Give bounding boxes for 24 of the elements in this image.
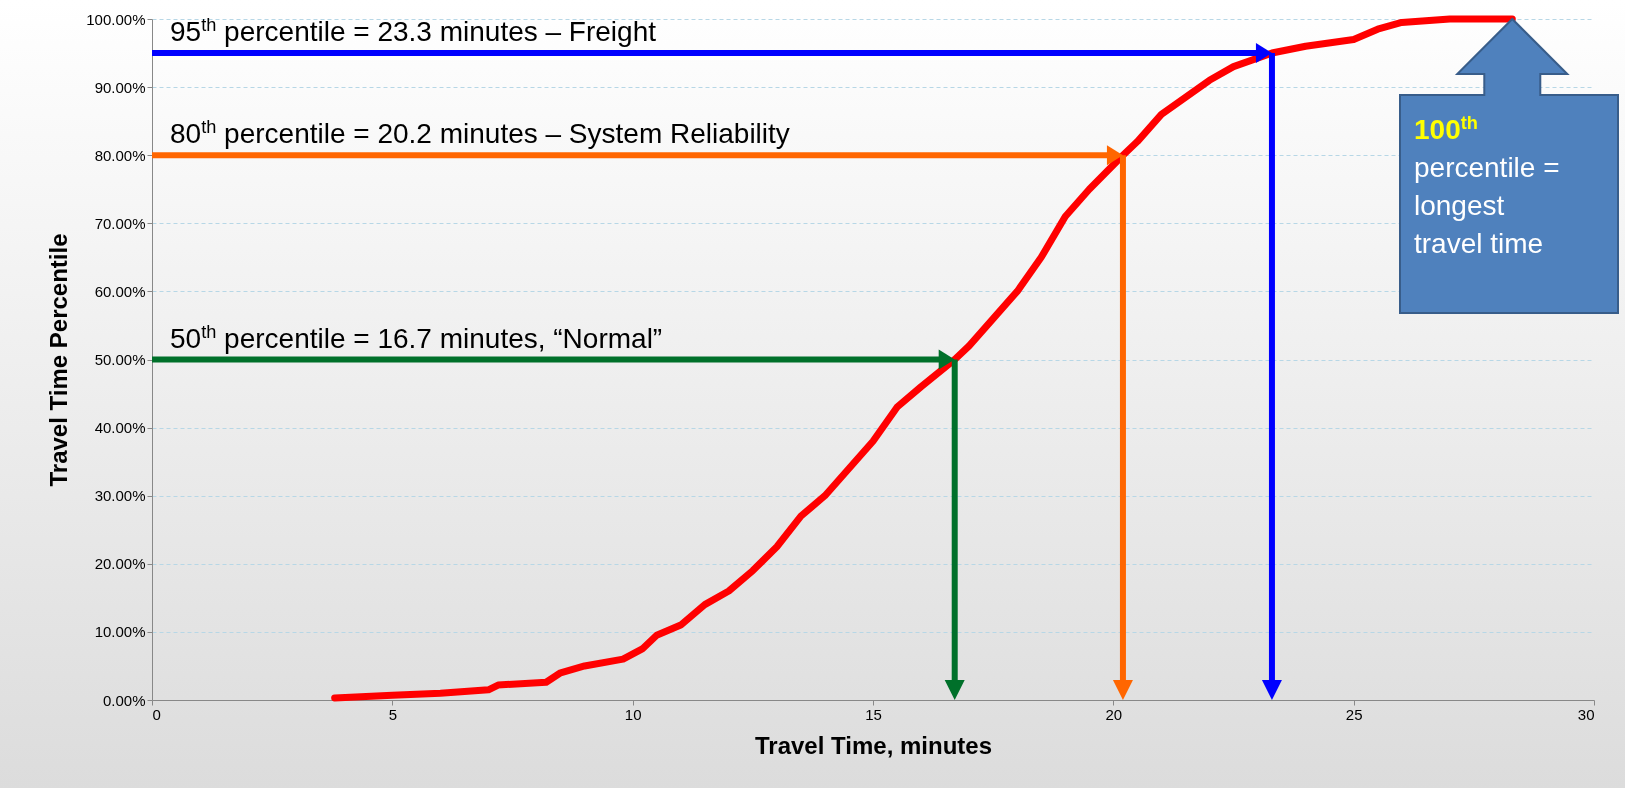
x-tick-label: 5 [388,705,398,723]
y-axis-title: Travel Time Percentile [45,233,73,487]
y-tick-label: 50.00% [94,351,146,368]
x-tick-label: 30 [1577,705,1595,723]
y-tick-label: 30.00% [94,487,146,505]
y-tick-label: 80.00% [94,146,146,164]
x-tick-label: 0 [152,705,161,723]
ref-line-label: 95$^{th}$ percentile = 23.3 minutes – Freight [170,15,657,48]
x-tick-label: 15 [865,705,882,723]
y-tick-label: 10.00% [94,623,146,641]
annotation: 100$^{th}$ percentile = longest travel time [1414,113,1560,259]
y-tick-label: 60.00% [94,282,146,300]
y-tick-label: 90.00% [94,78,146,96]
y-tick-label: 100.00% [86,10,146,28]
ref-line-label: 80$^{th}$ percentile = 20.2 minutes – System Reliability [170,117,790,150]
x-tick-label: 10 [624,705,642,723]
y-tick-label: 70.00% [94,214,146,232]
x-axis-title: Travel Time, minutes [755,731,992,759]
ref-line-label: 50$^{th}$ percentile = 16.7 minutes, “Normal” [170,321,663,354]
y-tick-label: 40.00% [94,419,146,437]
x-tick-label: 20 [1105,705,1123,723]
y-tick-label: 20.00% [94,555,146,573]
x-tick-label: 25 [1345,705,1363,723]
y-tick-label: 0.00% [102,691,146,709]
